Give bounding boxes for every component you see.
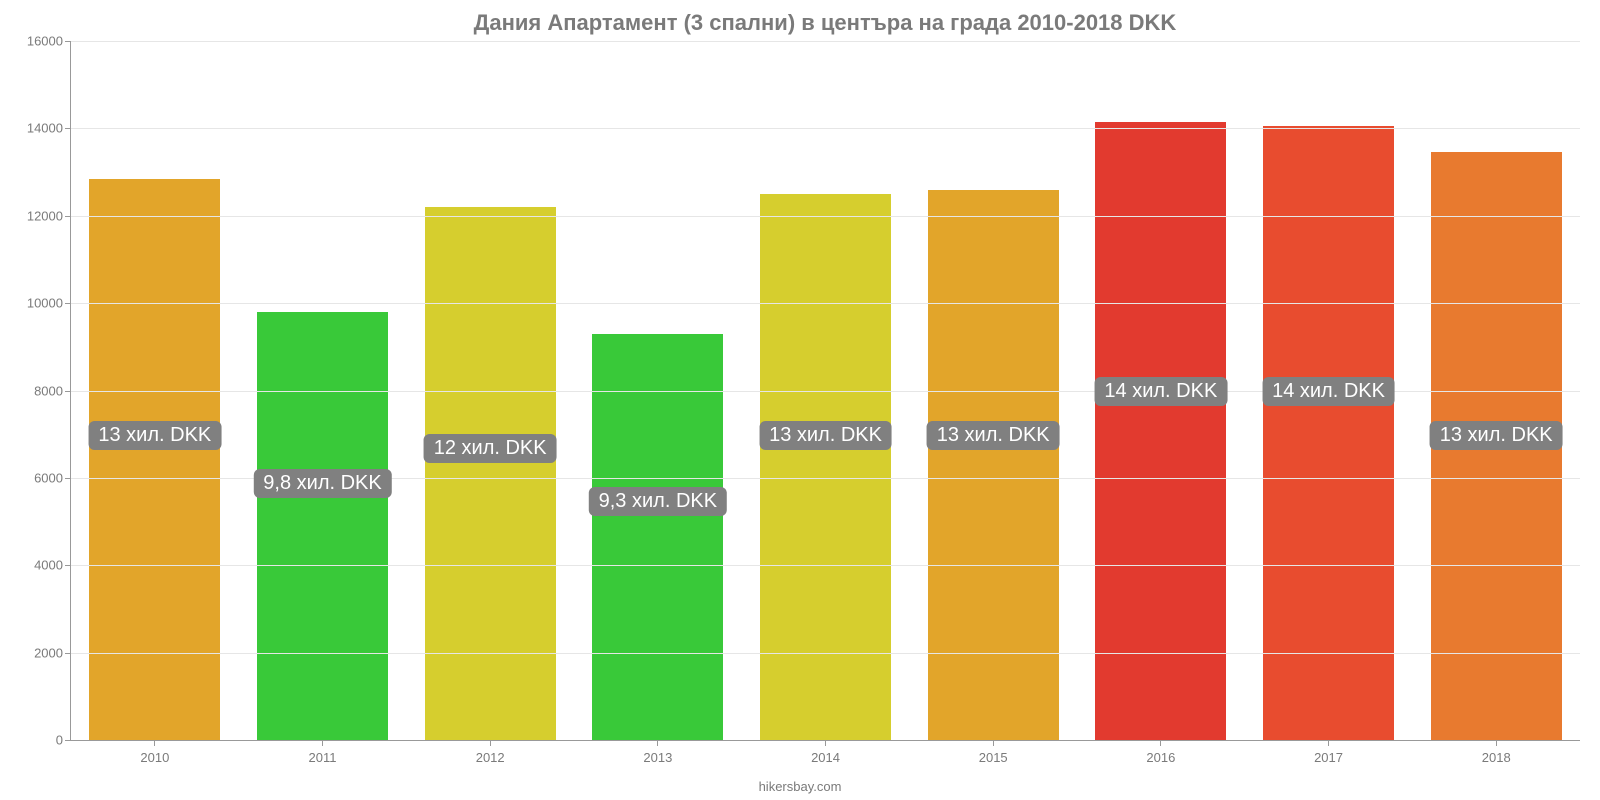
gridline (71, 41, 1580, 42)
x-tick-label: 2012 (406, 750, 574, 765)
x-tick-label: 2016 (1077, 750, 1245, 765)
chart-title: Дания Апартамент (3 спални) в центъра на… (70, 10, 1580, 36)
x-tick-label: 2017 (1245, 750, 1413, 765)
y-tick-mark (65, 41, 71, 42)
value-badge: 12 хил. DKK (424, 434, 557, 463)
x-tick: 2013 (574, 740, 742, 765)
x-tick: 2015 (909, 740, 1077, 765)
y-tick-mark (65, 216, 71, 217)
x-tick-mark (154, 740, 155, 746)
x-tick-mark (825, 740, 826, 746)
value-badge: 13 хил. DKK (927, 421, 1060, 450)
x-tick-label: 2014 (742, 750, 910, 765)
bar (257, 312, 388, 740)
x-tick: 2014 (742, 740, 910, 765)
gridline (71, 565, 1580, 566)
x-tick-label: 2010 (71, 750, 239, 765)
x-tick-mark (490, 740, 491, 746)
value-badge: 13 хил. DKK (1430, 421, 1563, 450)
value-badge: 13 хил. DKK (88, 421, 221, 450)
x-tick-mark (993, 740, 994, 746)
y-tick-mark (65, 740, 71, 741)
x-tick: 2016 (1077, 740, 1245, 765)
bar (760, 194, 891, 740)
y-tick-mark (65, 653, 71, 654)
bar (1263, 126, 1394, 740)
bar-slot: 14 хил. DKK2016 (1077, 41, 1245, 740)
value-badge: 13 хил. DKK (759, 421, 892, 450)
y-tick-mark (65, 303, 71, 304)
gridline (71, 303, 1580, 304)
y-tick-mark (65, 391, 71, 392)
value-badge: 9,3 хил. DKK (589, 487, 727, 516)
x-tick-mark (322, 740, 323, 746)
value-badge: 9,8 хил. DKK (253, 469, 391, 498)
y-tick-mark (65, 478, 71, 479)
x-tick-mark (657, 740, 658, 746)
gridline (71, 128, 1580, 129)
chart-source: hikersbay.com (0, 779, 1600, 794)
x-tick-mark (1160, 740, 1161, 746)
gridline (71, 653, 1580, 654)
x-tick: 2010 (71, 740, 239, 765)
x-tick-label: 2018 (1412, 750, 1580, 765)
bar (1095, 122, 1226, 740)
value-badge: 14 хил. DKK (1094, 377, 1227, 406)
bar (928, 190, 1059, 740)
y-tick-mark (65, 128, 71, 129)
bar (592, 334, 723, 740)
x-tick: 2017 (1245, 740, 1413, 765)
chart-container: Дания Апартамент (3 спални) в центъра на… (0, 0, 1600, 800)
gridline (71, 216, 1580, 217)
x-tick-mark (1496, 740, 1497, 746)
value-badge: 14 хил. DKK (1262, 377, 1395, 406)
x-tick: 2018 (1412, 740, 1580, 765)
bar-slot: 14 хил. DKK2017 (1245, 41, 1413, 740)
x-tick-mark (1328, 740, 1329, 746)
y-tick-mark (65, 565, 71, 566)
x-tick: 2012 (406, 740, 574, 765)
x-tick-label: 2011 (239, 750, 407, 765)
plot-area: 13 хил. DKK20109,8 хил. DKK201112 хил. D… (70, 41, 1580, 741)
bar (425, 207, 556, 740)
bar (89, 179, 220, 740)
x-tick: 2011 (239, 740, 407, 765)
x-tick-label: 2015 (909, 750, 1077, 765)
x-tick-label: 2013 (574, 750, 742, 765)
